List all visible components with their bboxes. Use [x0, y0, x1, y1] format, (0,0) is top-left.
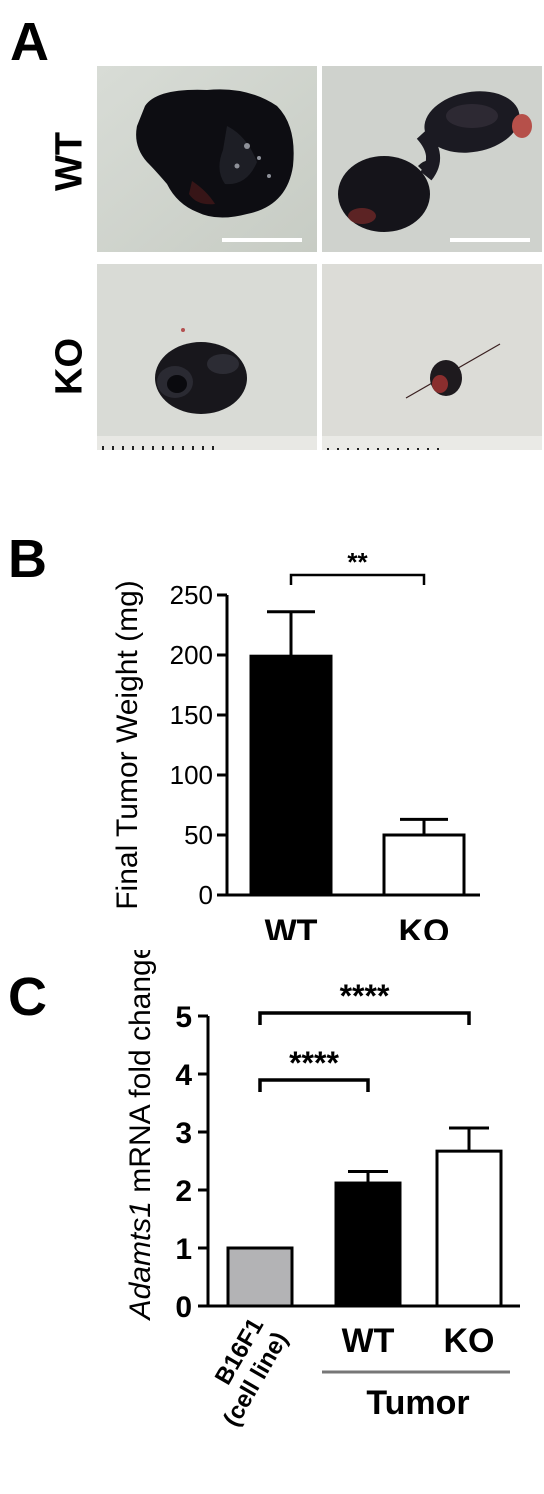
bar-1 — [334, 1181, 402, 1308]
y-tick-label: 2 — [175, 1175, 192, 1208]
y-tick-label: 4 — [175, 1059, 192, 1092]
bar-0 — [226, 1246, 294, 1308]
panel-b-letter: B — [8, 529, 47, 589]
significance-bracket — [289, 573, 426, 585]
tumor-photo-wt-2 — [322, 66, 542, 252]
y-tick-label: 0 — [175, 1291, 192, 1324]
y-tick-label: 1 — [175, 1233, 192, 1266]
bar-wt — [249, 654, 333, 897]
y-tick-label: 3 — [175, 1117, 192, 1150]
x-tick-label: WT — [265, 913, 318, 940]
bar-2 — [435, 1149, 503, 1308]
significance-label: ** — [347, 547, 368, 577]
x-tick-label: KO — [399, 913, 450, 940]
y-axis-label-rest: mRNA fold change — [124, 950, 157, 1201]
significance-label: **** — [289, 1045, 339, 1081]
y-axis-label: Final Tumor Weight (mg) — [111, 580, 144, 910]
y-axis-label-gene: Adamts1 — [124, 1201, 157, 1321]
tumor-photo-wt-1 — [97, 66, 317, 252]
significance-bracket — [258, 1011, 471, 1025]
bar-ko — [382, 833, 466, 897]
group-label-tumor: Tumor — [366, 1384, 469, 1422]
row-label-ko: KO — [48, 338, 91, 395]
chart-c-adamts1-expression: 0 1 2 3 4 5 Adamts1 mRNA fold change B16F1(cell… — [124, 950, 520, 1432]
significance-label: **** — [340, 978, 390, 1014]
y-axis-label: Adamts1 mRNA fold change — [124, 950, 157, 1321]
chart-b-tumor-weight: 0 50 100 150 200 250 Final Tumor Weight (mg) WT… — [111, 547, 480, 940]
y-tick-label: 50 — [184, 820, 213, 850]
row-label-wt: WT — [48, 131, 91, 192]
x-tick-label-ko: KO — [444, 1322, 495, 1360]
tumor-photo-ko-2 — [322, 264, 542, 450]
significance-bracket — [258, 1078, 370, 1092]
tumor-photo-ko-1 — [97, 264, 317, 450]
y-tick-label: 5 — [175, 1001, 192, 1034]
y-tick-label: 150 — [170, 700, 213, 730]
y-tick-label: 100 — [170, 760, 213, 790]
x-tick-label-b16f1: B16F1(cell line) — [194, 1314, 294, 1432]
x-tick-label-wt: WT — [342, 1322, 395, 1360]
panel-a-letter: A — [10, 12, 49, 72]
panel-c-letter: C — [8, 967, 47, 1027]
y-tick-label: 200 — [170, 640, 213, 670]
y-tick-label: 250 — [170, 580, 213, 610]
y-tick-label: 0 — [199, 880, 213, 910]
